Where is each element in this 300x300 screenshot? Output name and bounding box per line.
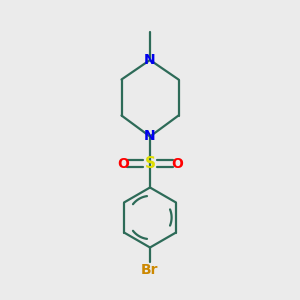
Text: N: N xyxy=(144,53,156,67)
Text: O: O xyxy=(171,157,183,170)
Text: Br: Br xyxy=(141,263,159,277)
Text: N: N xyxy=(144,130,156,143)
Text: O: O xyxy=(117,157,129,170)
Text: S: S xyxy=(145,156,155,171)
